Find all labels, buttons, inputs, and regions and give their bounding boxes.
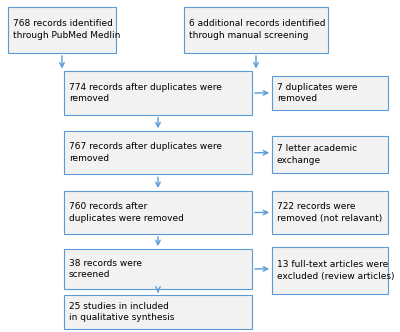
Text: 722 records were
removed (not relavant): 722 records were removed (not relavant) xyxy=(277,202,382,223)
Text: 767 records after duplicates were
removed: 767 records after duplicates were remove… xyxy=(69,142,222,163)
Text: 6 additional records identified
through manual screening: 6 additional records identified through … xyxy=(189,20,325,40)
Text: 7 duplicates were
removed: 7 duplicates were removed xyxy=(277,83,357,103)
Text: 768 records identified
through PubMed Medlin: 768 records identified through PubMed Me… xyxy=(13,20,120,40)
FancyBboxPatch shape xyxy=(272,76,388,110)
FancyBboxPatch shape xyxy=(272,136,388,173)
Text: 774 records after duplicates were
removed: 774 records after duplicates were remove… xyxy=(69,83,222,103)
Text: 13 full-text articles were
excluded (review articles): 13 full-text articles were excluded (rev… xyxy=(277,260,394,281)
FancyBboxPatch shape xyxy=(64,295,252,329)
FancyBboxPatch shape xyxy=(184,7,328,53)
Text: 7 letter academic
exchange: 7 letter academic exchange xyxy=(277,144,357,165)
Text: 25 studies in included
in qualitative synthesis: 25 studies in included in qualitative sy… xyxy=(69,302,174,322)
FancyBboxPatch shape xyxy=(272,247,388,294)
FancyBboxPatch shape xyxy=(64,131,252,174)
FancyBboxPatch shape xyxy=(8,7,116,53)
Text: 38 records were
screened: 38 records were screened xyxy=(69,259,142,279)
FancyBboxPatch shape xyxy=(272,191,388,234)
FancyBboxPatch shape xyxy=(64,249,252,289)
FancyBboxPatch shape xyxy=(64,191,252,234)
Text: 760 records after
duplicates were removed: 760 records after duplicates were remove… xyxy=(69,202,184,223)
FancyBboxPatch shape xyxy=(64,71,252,115)
